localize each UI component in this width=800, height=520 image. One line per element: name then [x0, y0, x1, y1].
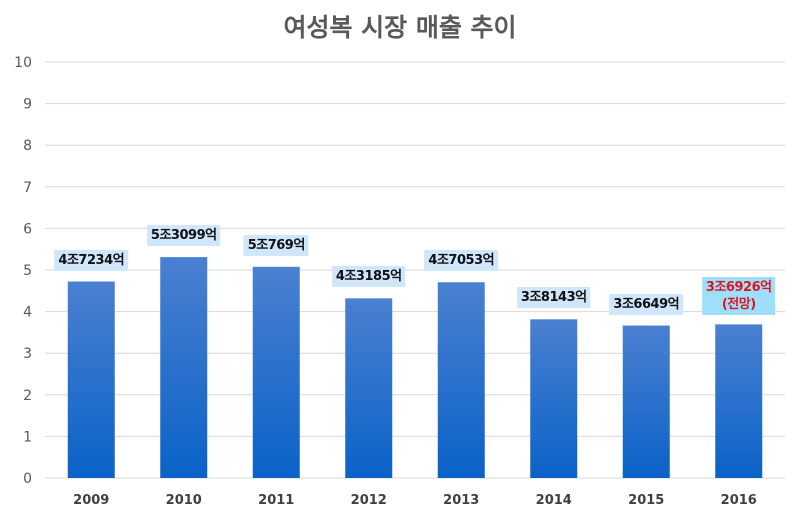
data-label-value: 4조3185억 — [335, 269, 402, 285]
x-tick-label: 2014 — [536, 493, 572, 508]
data-label: 4조7053억 — [424, 250, 499, 272]
x-tick-label: 2012 — [351, 493, 387, 508]
bar — [530, 319, 578, 478]
data-label-value: 4조7234억 — [58, 252, 125, 268]
y-tick-label: 5 — [23, 263, 32, 279]
y-tick-label: 2 — [23, 388, 32, 404]
x-tick-label: 2010 — [166, 493, 202, 508]
data-label: 3조6649억 — [609, 293, 684, 315]
forecast-note: (전망) — [721, 297, 756, 313]
data-label-value: 3조6926억 — [705, 280, 772, 296]
data-label-value: 5조3099억 — [150, 228, 217, 244]
x-tick-label: 2013 — [443, 493, 479, 508]
data-label: 5조769억 — [243, 234, 309, 256]
data-label-value: 5조769억 — [247, 237, 306, 253]
y-tick-label: 7 — [23, 180, 32, 196]
data-label: 3조8143억 — [516, 287, 591, 309]
bar — [622, 325, 670, 478]
data-label: 5조3099억 — [146, 225, 221, 247]
y-tick-label: 10 — [14, 55, 32, 71]
bar — [67, 281, 115, 478]
forecast-data-label: 3조6926억 (전망) — [701, 277, 776, 316]
y-tick-label: 8 — [23, 138, 32, 154]
y-tick-label: 9 — [23, 97, 32, 113]
data-label: 4조3185억 — [331, 266, 406, 288]
x-tick-label: 2015 — [628, 493, 664, 508]
y-tick-label: 3 — [23, 346, 32, 362]
y-tick-label: 0 — [23, 471, 32, 487]
data-label-value: 4조7053억 — [428, 253, 495, 269]
data-label: 4조7234억 — [54, 249, 129, 271]
chart-title: 여성복 시장 매출 추이 — [283, 13, 517, 42]
bar — [715, 324, 763, 478]
x-tick-label: 2011 — [258, 493, 294, 508]
data-label-value: 3조6649억 — [613, 296, 680, 312]
x-tick-label: 2009 — [73, 493, 109, 508]
bar — [345, 298, 393, 478]
y-tick-label: 6 — [23, 221, 32, 237]
bar — [160, 257, 208, 478]
bar — [252, 266, 300, 478]
data-label-value: 3조8143억 — [520, 290, 587, 306]
x-tick-label: 2016 — [721, 493, 757, 508]
bar — [437, 282, 485, 478]
y-tick-label: 1 — [23, 429, 32, 445]
y-tick-label: 4 — [23, 305, 32, 321]
